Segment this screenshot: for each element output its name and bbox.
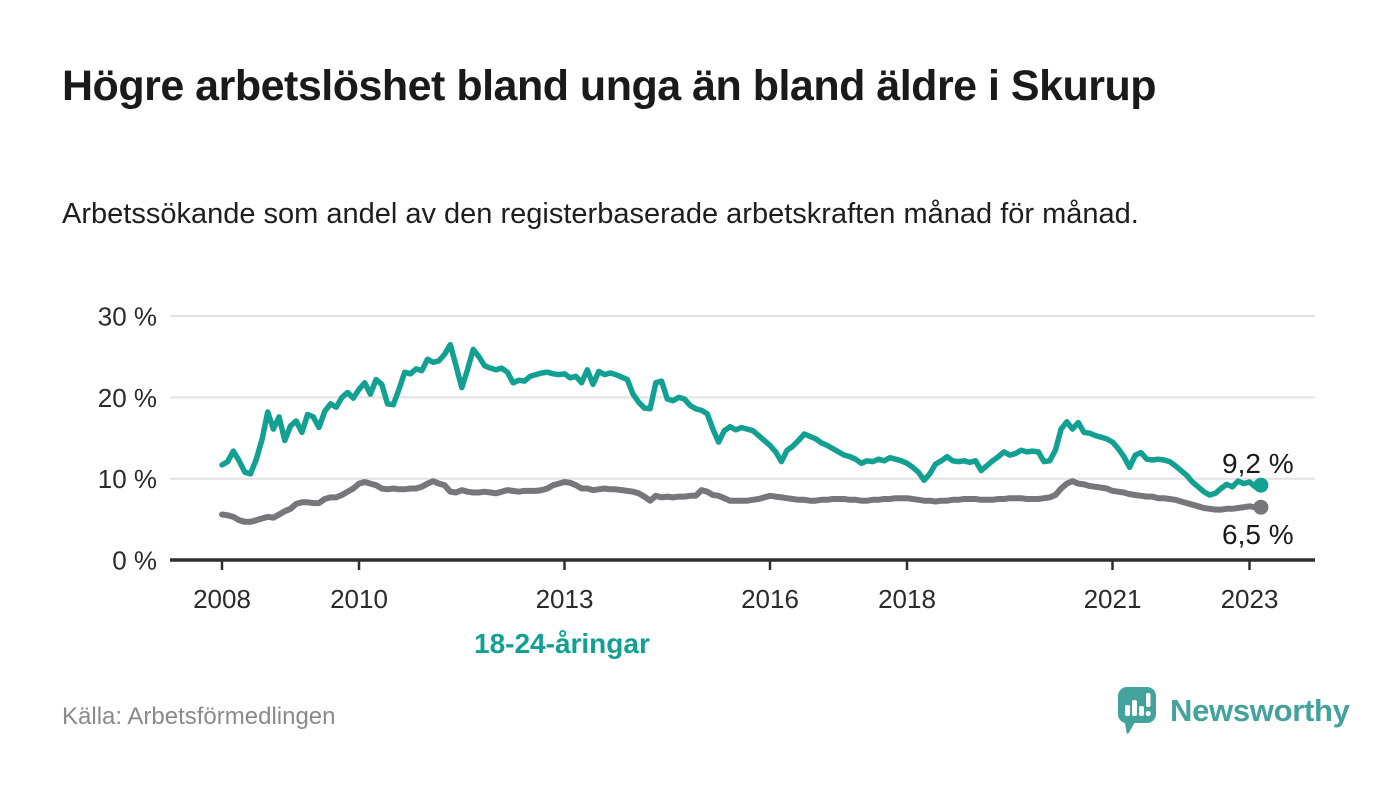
x-axis [170,558,1315,570]
y-tick-label: 0 % [112,546,157,576]
source-note: Källa: Arbetsförmedlingen [62,703,336,730]
gridlines [170,315,1315,480]
x-tick-label: 2008 [193,584,251,614]
x-tick-label: 2023 [1221,584,1279,614]
newsworthy-bubble-chart-icon [1118,687,1156,734]
youth-series-label: 18-24-åringar [474,628,650,659]
x-tick-label: 2010 [330,584,388,614]
y-tick-label: 20 % [98,383,157,413]
youth-end-value-label: 9,2 % [1222,448,1294,479]
chart-area: 0 % 10 % 20 % 30 % 2008 2010 2013 2016 2018 2021… [0,290,1400,794]
brand-name: Newsworthy [1170,693,1350,728]
y-tick-label: 30 % [98,302,157,332]
total-unemployment-line [219,478,1264,525]
page-subtitle: Arbetssökande som andel av den registerb… [62,198,1139,230]
y-axis-labels: 0 % 10 % 20 % 30 % [98,302,157,576]
total-line-end-dot [1253,499,1269,515]
brand-logo: Newsworthy [1117,686,1350,736]
x-axis-labels: 2008 2010 2013 2016 2018 2021 2023 [193,584,1278,614]
page-title: Högre arbetslöshet bland unga än bland ä… [62,62,1157,110]
y-tick-label: 10 % [98,464,157,494]
x-tick-label: 2013 [536,584,594,614]
x-tick-label: 2018 [878,584,936,614]
total-end-value-label: 6,5 % [1222,519,1294,550]
x-tick-label: 2021 [1084,584,1142,614]
unemployment-line-chart: 0 % 10 % 20 % 30 % 2008 2010 2013 2016 2018 2021… [98,302,1315,794]
youth-line-end-dot [1253,477,1269,493]
x-tick-label: 2016 [741,584,799,614]
youth-unemployment-line [219,341,1264,498]
